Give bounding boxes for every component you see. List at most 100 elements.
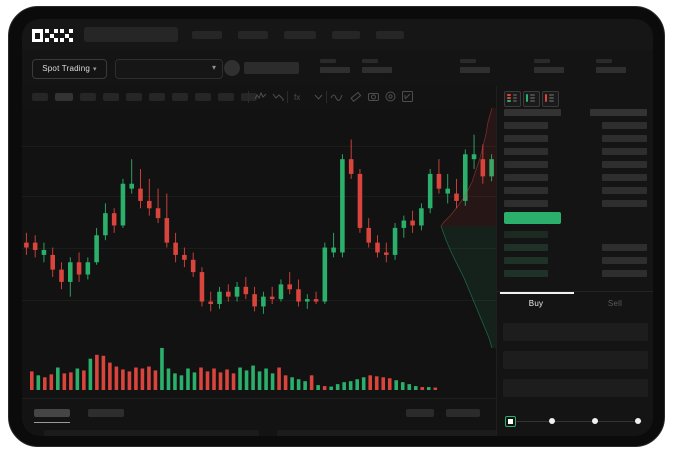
timeframe-6[interactable] xyxy=(149,93,165,101)
fullscreen-icon[interactable] xyxy=(401,90,414,103)
orders-content-block-right xyxy=(277,430,496,436)
ticker-stat-5 xyxy=(596,59,626,73)
chevron-down-icon: ▾ xyxy=(93,66,97,73)
orderbook-ask-row[interactable] xyxy=(504,187,548,194)
toolbar-divider xyxy=(287,91,288,103)
orderbook-header-price xyxy=(504,109,561,116)
market-type-selector[interactable]: Spot Trading ▾ xyxy=(32,59,107,79)
candlestick-series xyxy=(24,134,494,314)
orderbook-asks-icon[interactable] xyxy=(542,91,559,107)
amount-percentage-stepper[interactable] xyxy=(505,416,647,428)
tablet-device-frame: Spot Trading ▾ ▾ xyxy=(8,6,665,447)
orderbook-bid-row[interactable] xyxy=(504,270,548,277)
orders-content-block-left xyxy=(44,430,259,436)
order-form-row-price[interactable] xyxy=(503,323,648,341)
pair-name-label xyxy=(244,62,299,74)
stepper-dot-3[interactable] xyxy=(592,418,598,424)
orderbook-ask-amount xyxy=(602,174,647,181)
camera-icon[interactable] xyxy=(367,90,380,103)
orderbook-both-icon[interactable] xyxy=(504,91,521,107)
ticker-stat-2 xyxy=(362,59,392,73)
tab-sell[interactable]: Sell xyxy=(607,299,623,308)
orderbook-ask-row[interactable] xyxy=(504,174,548,181)
wave-chart-icon[interactable] xyxy=(330,90,343,103)
orderbook-ask-amount xyxy=(602,187,647,194)
candle-chart-icon[interactable] xyxy=(272,90,285,103)
stat-label xyxy=(596,59,612,63)
order-form-row-amount[interactable] xyxy=(503,351,648,369)
stepper-dot-2[interactable] xyxy=(549,418,555,424)
stat-label xyxy=(460,59,476,63)
global-search-input[interactable] xyxy=(84,27,178,42)
timeframe-5[interactable] xyxy=(126,93,142,101)
timeframe-7[interactable] xyxy=(172,93,188,101)
ticker-bar: Spot Trading ▾ ▾ xyxy=(22,50,653,87)
timeframe-1[interactable] xyxy=(32,93,48,101)
stat-value xyxy=(534,67,564,73)
timeframe-4[interactable] xyxy=(103,93,119,101)
timeframe-9[interactable] xyxy=(218,93,234,101)
buy-sell-tabs: Buy Sell xyxy=(497,291,653,318)
timeframe-3[interactable] xyxy=(80,93,96,101)
svg-text:fx: fx xyxy=(294,93,300,102)
timeframe-10[interactable] xyxy=(241,93,257,101)
timeframe-2[interactable] xyxy=(55,93,73,101)
stepper-dot-4[interactable] xyxy=(635,418,641,424)
orderbook-ask-row[interactable] xyxy=(504,148,548,155)
ticker-stat-3 xyxy=(460,59,490,73)
orderbook-ask-row[interactable] xyxy=(504,122,548,129)
order-book-and-trade-panel: Buy Sell xyxy=(496,86,653,436)
orderbook-bid-amount xyxy=(602,270,647,277)
nav-item-4[interactable] xyxy=(332,31,360,39)
volume-histogram xyxy=(30,347,438,390)
active-tab-indicator xyxy=(500,292,574,294)
stat-label xyxy=(320,59,336,63)
orders-tab-history[interactable] xyxy=(88,409,124,417)
orderbook-ask-row[interactable] xyxy=(504,161,548,168)
nav-item-5[interactable] xyxy=(376,31,404,39)
orderbook-bid-amount xyxy=(602,244,647,251)
price-chart-area[interactable] xyxy=(22,108,496,398)
nav-item-1[interactable] xyxy=(192,31,222,39)
toolbar-divider xyxy=(326,91,327,103)
orders-tab-open[interactable] xyxy=(34,409,70,417)
nav-item-2[interactable] xyxy=(238,31,268,39)
line-chart-icon[interactable] xyxy=(254,90,267,103)
orderbook-ask-row[interactable] xyxy=(504,200,548,207)
orders-filter-2[interactable] xyxy=(446,409,480,417)
trading-pair-selector[interactable]: ▾ xyxy=(115,59,223,79)
settings-icon[interactable] xyxy=(384,90,397,103)
okx-logo[interactable] xyxy=(32,29,74,42)
orders-filter-1[interactable] xyxy=(406,409,434,417)
tab-buy[interactable]: Buy xyxy=(528,299,544,308)
ticker-stat-4 xyxy=(534,59,564,73)
coin-avatar xyxy=(224,60,240,76)
stat-value xyxy=(320,67,350,73)
orders-panel xyxy=(22,398,496,436)
orderbook-bid-row[interactable] xyxy=(504,257,548,264)
timeframe-8[interactable] xyxy=(195,93,211,101)
orderbook-bids-icon[interactable] xyxy=(523,91,540,107)
orderbook-ask-row[interactable] xyxy=(504,135,548,142)
order-form-row-total[interactable] xyxy=(503,379,648,397)
nav-item-3[interactable] xyxy=(284,31,316,39)
stepper-track xyxy=(510,421,642,422)
orderbook-header-amount xyxy=(590,109,647,116)
order-book-body[interactable] xyxy=(497,109,653,291)
chevron-down-icon[interactable] xyxy=(312,90,325,103)
app-screen: Spot Trading ▾ ▾ xyxy=(22,19,653,436)
chart-gridline xyxy=(22,300,496,301)
ruler-icon[interactable] xyxy=(349,90,362,103)
chevron-down-icon: ▾ xyxy=(211,63,216,72)
chart-gridline xyxy=(22,196,496,197)
orderbook-bid-row[interactable] xyxy=(504,231,548,238)
toolbar-divider xyxy=(248,91,249,103)
chart-gridline xyxy=(22,146,496,147)
indicator-icon[interactable]: fx xyxy=(292,90,305,103)
stat-label xyxy=(534,59,550,63)
orderbook-last-price-row xyxy=(504,212,561,224)
orderbook-ask-amount xyxy=(602,122,647,129)
stepper-handle[interactable] xyxy=(505,416,516,427)
stat-label xyxy=(362,59,378,63)
orderbook-bid-row[interactable] xyxy=(504,244,548,251)
